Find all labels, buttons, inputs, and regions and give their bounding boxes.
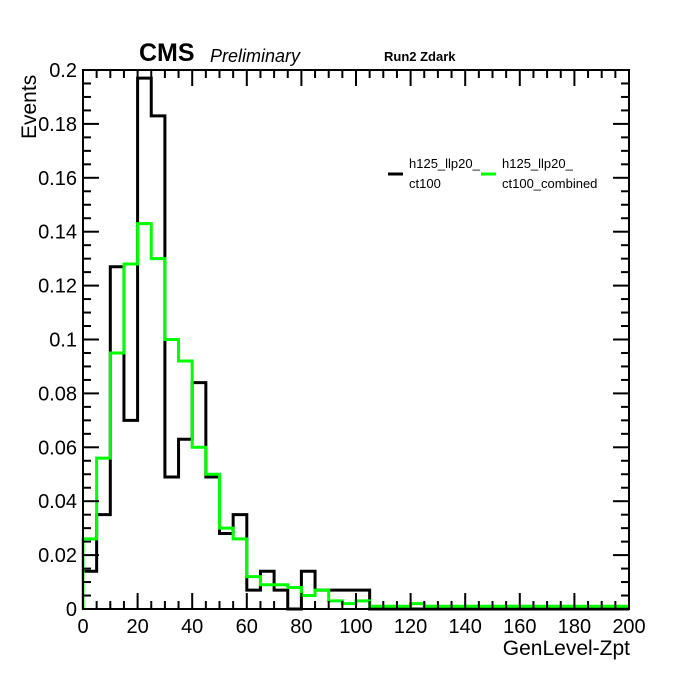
x-axis-title: GenLevel-Zpt (503, 637, 630, 660)
y-tick-label: 0.14 (38, 222, 77, 244)
header: CMS Preliminary Run2 Zdark (139, 39, 456, 67)
x-tick-label: 80 (290, 616, 312, 638)
y-tick-label: 0.06 (38, 437, 77, 459)
legend-label-ct100-line2: ct100 (409, 176, 441, 191)
y-tick-label: 0.2 (49, 60, 77, 82)
x-tick-label: 60 (236, 616, 258, 638)
x-tick-label: 120 (394, 616, 427, 638)
x-tick-label: 40 (181, 616, 203, 638)
x-tick-label: 20 (126, 616, 148, 638)
legend: h125_llp20_ ct100 h125_llp20_ ct100_comb… (388, 156, 597, 191)
tick-labels-layer: 0 20 40 60 80 100 120 140 160 180 200 0 0.02 0.04 0.06… (38, 60, 646, 638)
legend-entry-ct100: h125_llp20_ ct100 (388, 156, 481, 191)
legend-label-ct100-combined-line2: ct100_combined (502, 176, 597, 191)
run-label: Run2 Zdark (384, 49, 456, 64)
y-axis-title: Events (18, 75, 41, 139)
y-tick-label: 0.02 (38, 545, 77, 567)
y-tick-label: 0 (66, 599, 77, 621)
y-tick-label: 0.16 (38, 168, 77, 190)
y-tick-label: 0.08 (38, 383, 77, 405)
y-tick-label: 0.1 (49, 330, 77, 352)
preliminary-label: Preliminary (210, 46, 301, 66)
ticks-layer (82, 69, 630, 610)
x-tick-label: 180 (558, 616, 591, 638)
x-tick-label: 0 (77, 616, 88, 638)
legend-label-ct100-line1: h125_llp20_ (409, 156, 481, 171)
y-tick-label: 0.18 (38, 114, 77, 136)
x-tick-label: 140 (449, 616, 482, 638)
x-tick-label: 100 (339, 616, 372, 638)
y-tick-label: 0.04 (38, 491, 77, 513)
series-line-ct100-combined (81, 222, 629, 609)
cms-label: CMS (139, 39, 195, 67)
legend-label-ct100-combined-line1: h125_llp20_ (502, 156, 574, 171)
plot-area: 0 20 40 60 80 100 120 140 160 180 200 0 0.02 0.04 0.06… (38, 60, 646, 638)
x-tick-label: 200 (612, 616, 645, 638)
legend-entry-ct100-combined: h125_llp20_ ct100_combined (481, 156, 597, 191)
x-tick-label: 160 (503, 616, 536, 638)
y-tick-label: 0.12 (38, 276, 77, 298)
